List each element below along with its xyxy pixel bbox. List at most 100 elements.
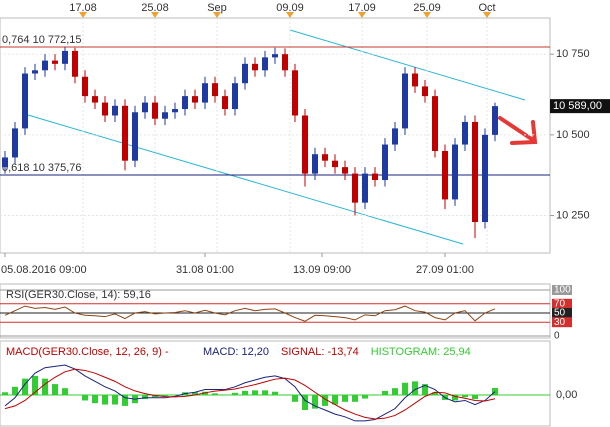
candle-body (262, 57, 268, 71)
legend-entry: SIGNAL: -13,74 (281, 346, 359, 358)
candle-body (442, 150, 448, 200)
candle-body (332, 160, 338, 168)
candle-body (322, 154, 328, 161)
candle-body (112, 105, 118, 116)
histogram-bar (422, 384, 428, 395)
candle-body (212, 83, 218, 97)
histogram-bar (112, 395, 118, 405)
candle-body (282, 54, 288, 71)
x-tick-label: 25.09 (413, 2, 441, 14)
y-tick-badge (552, 285, 572, 295)
x-tick-label: 25.08 (141, 2, 169, 14)
histogram-bar (472, 395, 478, 400)
candle-body (132, 112, 138, 161)
y-tick-label: 0,00 (556, 389, 577, 401)
x-tick-marker (79, 12, 87, 18)
x-axis-label: 05.08.2016 09:00 (1, 264, 87, 276)
level-label: 0,618 10 375,76 (2, 162, 82, 174)
histogram-bar (32, 375, 38, 395)
histogram-bar (122, 395, 128, 406)
y-tick-label: 30 (554, 317, 566, 328)
histogram-bar (252, 390, 258, 395)
x-tick-marker (423, 12, 431, 18)
histogram-bar (302, 395, 308, 410)
x-tick-label: 17.09 (348, 2, 376, 14)
histogram-bar (82, 395, 88, 401)
price-panel (0, 17, 551, 254)
candle-body (172, 109, 178, 113)
histogram-bar (12, 386, 18, 395)
candle-body (142, 102, 148, 113)
arrow (498, 116, 538, 145)
candle-body (482, 134, 488, 223)
histogram-bar (212, 393, 218, 395)
x-tick-label: 17.08 (69, 2, 97, 14)
histogram-bar (372, 395, 378, 396)
candle-body (2, 157, 8, 168)
candle-body (422, 86, 428, 97)
x-tick-marker (151, 12, 159, 18)
candle-body (62, 50, 68, 64)
candle-body (372, 173, 378, 181)
histogram-bar (22, 378, 28, 395)
histogram-bar (232, 392, 238, 395)
histogram-bar (392, 388, 398, 395)
rsi-panel (0, 283, 551, 339)
macd-panel (0, 340, 551, 427)
y-tick-badge (552, 308, 572, 318)
histogram-bar (152, 395, 158, 398)
histogram-bar (492, 387, 498, 395)
candle-body (412, 73, 418, 87)
last-price-badge (550, 99, 610, 114)
x-axis-label: 31.08 01:00 (176, 264, 234, 276)
histogram-bar (2, 392, 8, 395)
candle-body (452, 144, 458, 200)
histogram-bar (362, 395, 368, 399)
candle-body (302, 115, 308, 174)
level-label: 0,764 10 772,15 (2, 34, 82, 46)
x-tick-marker (213, 12, 221, 18)
histogram-bar (102, 395, 108, 405)
y-tick-label: 10 250 (556, 209, 590, 221)
histogram-bar (92, 395, 98, 404)
candle-body (462, 121, 468, 145)
candle-body (382, 144, 388, 181)
histogram-bar (452, 395, 458, 401)
candle-body (92, 96, 98, 103)
candle-body (182, 96, 188, 110)
candle-body (222, 96, 228, 110)
histogram-bar (62, 388, 68, 395)
histogram-bar (412, 381, 418, 395)
histogram-bar (382, 390, 388, 395)
x-tick-label: Sep (207, 2, 227, 14)
candle-body (202, 83, 208, 103)
candle-body (32, 70, 38, 74)
x-tick-marker (286, 12, 294, 18)
candle-body (232, 83, 238, 110)
candle-body (22, 73, 28, 129)
candle-body (342, 167, 348, 174)
histogram-bar (332, 395, 338, 405)
histogram-bar (342, 395, 348, 402)
candle-body (492, 106, 498, 135)
trend-channel-upper (289, 29, 526, 101)
y-tick-label: 50 (554, 308, 566, 319)
histogram-bar (192, 392, 198, 395)
candle-body (272, 54, 278, 58)
legend-entry: HISTOGRAM: 25,94 (371, 346, 471, 358)
candle-body (432, 96, 438, 151)
y-tick-label: 10 500 (556, 129, 590, 141)
histogram-bar (282, 395, 288, 396)
x-tick-label: 09.09 (276, 2, 304, 14)
histogram-bar (312, 395, 318, 409)
y-tick-label: 70 (554, 298, 566, 309)
candle-body (72, 50, 78, 77)
candle-body (352, 173, 358, 203)
candle-body (252, 63, 258, 71)
histogram-bar (202, 391, 208, 395)
last-price-label: 10 589,00 (553, 100, 602, 112)
trend-channel-lower (27, 114, 464, 245)
candle-body (82, 76, 88, 97)
